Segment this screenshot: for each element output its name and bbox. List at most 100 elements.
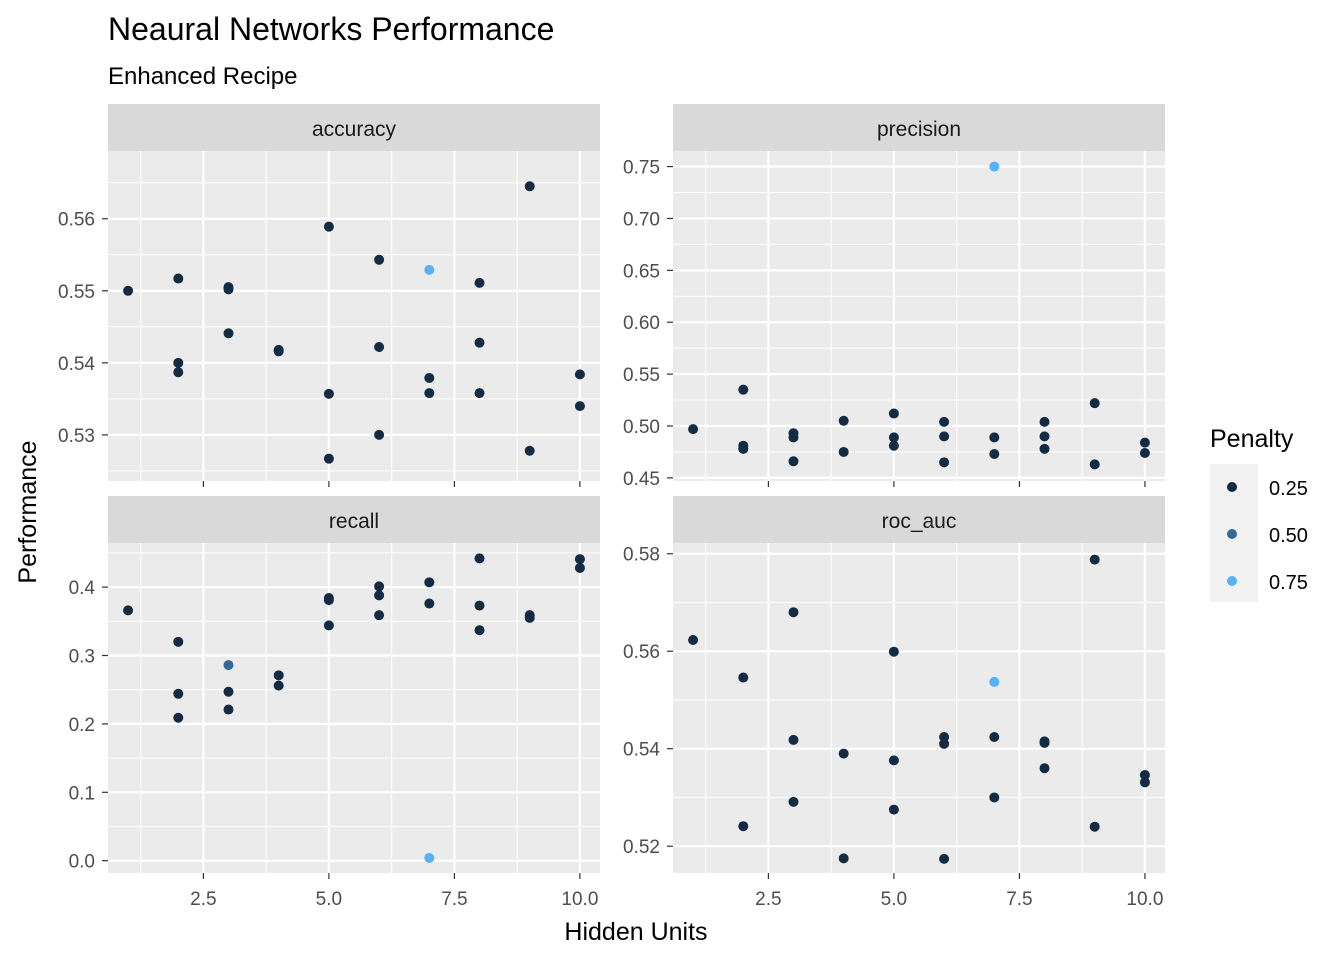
- data-point: [374, 341, 385, 352]
- facet-strip-label: precision: [877, 118, 961, 141]
- data-point: [424, 388, 435, 399]
- data-point: [574, 554, 585, 565]
- data-point: [688, 424, 699, 435]
- data-point: [173, 357, 184, 368]
- x-tick-label: 10.0: [561, 889, 598, 910]
- x-tick-label: 10.0: [1126, 889, 1163, 910]
- data-point: [788, 607, 799, 618]
- facet-strip: [673, 496, 1165, 543]
- data-point: [1139, 447, 1150, 458]
- data-point: [223, 328, 234, 339]
- y-axis-title: Performance: [14, 440, 42, 583]
- data-point: [374, 254, 385, 265]
- data-point: [989, 792, 1000, 803]
- data-point: [323, 595, 334, 606]
- data-point: [939, 738, 950, 749]
- facet-strip-label: roc_auc: [882, 510, 957, 533]
- facet-panels: accuracy 0.53 0.54 0.55 0.56 precision 0.45 0.5…: [58, 104, 1165, 910]
- data-point: [888, 646, 899, 657]
- data-point: [374, 429, 385, 440]
- data-point: [474, 277, 485, 288]
- data-point: [1139, 437, 1150, 448]
- x-tick-label: 5.0: [316, 889, 342, 910]
- data-point: [374, 581, 385, 592]
- data-point: [1039, 416, 1050, 427]
- data-point: [223, 284, 234, 295]
- chart-subtitle: Enhanced Recipe: [108, 63, 297, 90]
- data-point: [474, 337, 485, 348]
- panel-background: [108, 151, 600, 481]
- y-tick-label: 0.56: [623, 642, 660, 663]
- legend-key-point: [1227, 576, 1237, 586]
- y-tick-label: 0.53: [58, 426, 95, 447]
- legend-title: Penalty: [1210, 425, 1294, 453]
- data-point: [424, 852, 435, 863]
- data-point: [524, 181, 535, 192]
- data-point: [989, 732, 1000, 743]
- data-point: [1039, 431, 1050, 442]
- data-point: [374, 590, 385, 601]
- data-point: [788, 734, 799, 745]
- data-point: [838, 446, 849, 457]
- data-point: [474, 625, 485, 636]
- data-point: [173, 273, 184, 284]
- y-tick-label: 0.0: [69, 852, 95, 873]
- data-point: [888, 408, 899, 419]
- y-tick-label: 0.56: [58, 210, 95, 231]
- data-point: [688, 635, 699, 646]
- data-point: [939, 457, 950, 468]
- x-axis-title: Hidden Units: [564, 918, 707, 946]
- data-point: [1039, 737, 1050, 748]
- x-tick-label: 7.5: [1006, 889, 1032, 910]
- y-tick-label: 0.60: [623, 313, 660, 334]
- y-tick-label: 0.65: [623, 261, 660, 282]
- data-point: [989, 161, 1000, 172]
- facet-panel-recall: recall 2.5 5.0 7.5 10.0 0.0 0.1 0.2 0.3 0.4: [69, 496, 600, 910]
- data-point: [574, 369, 585, 380]
- data-point: [273, 344, 284, 355]
- legend: Penalty 0.25 0.50 0.75: [1210, 425, 1308, 602]
- data-point: [474, 553, 485, 564]
- y-tick-label: 0.50: [623, 417, 660, 438]
- data-point: [424, 577, 435, 588]
- facet-strip: [108, 104, 600, 151]
- data-point: [323, 453, 334, 464]
- data-point: [838, 853, 849, 864]
- data-point: [788, 432, 799, 443]
- x-tick-label: 7.5: [441, 889, 467, 910]
- data-point: [738, 443, 749, 454]
- data-point: [738, 672, 749, 683]
- data-point: [223, 660, 234, 671]
- panel-background: [673, 543, 1165, 873]
- data-point: [123, 285, 134, 296]
- panel-background: [108, 543, 600, 873]
- data-point: [1089, 821, 1100, 832]
- data-point: [1039, 763, 1050, 774]
- data-point: [1089, 398, 1100, 409]
- data-point: [939, 431, 950, 442]
- legend-key-point: [1227, 482, 1237, 492]
- x-tick-label: 2.5: [190, 889, 216, 910]
- data-point: [838, 415, 849, 426]
- data-point: [173, 688, 184, 699]
- legend-label: 0.50: [1269, 525, 1308, 547]
- x-tick-label: 5.0: [881, 889, 907, 910]
- data-point: [888, 804, 899, 815]
- y-tick-label: 0.4: [69, 578, 96, 599]
- y-tick-label: 0.58: [623, 545, 660, 566]
- y-tick-label: 0.55: [58, 282, 95, 303]
- data-point: [323, 221, 334, 232]
- facet-strip-label: recall: [329, 510, 379, 533]
- y-tick-label: 0.54: [623, 740, 660, 761]
- y-tick-label: 0.70: [623, 209, 660, 230]
- data-point: [474, 600, 485, 611]
- data-point: [223, 704, 234, 715]
- data-point: [173, 636, 184, 647]
- data-point: [273, 670, 284, 681]
- data-point: [1139, 770, 1150, 781]
- data-point: [273, 680, 284, 691]
- data-point: [888, 440, 899, 451]
- data-point: [374, 610, 385, 621]
- legend-key-point: [1227, 529, 1237, 539]
